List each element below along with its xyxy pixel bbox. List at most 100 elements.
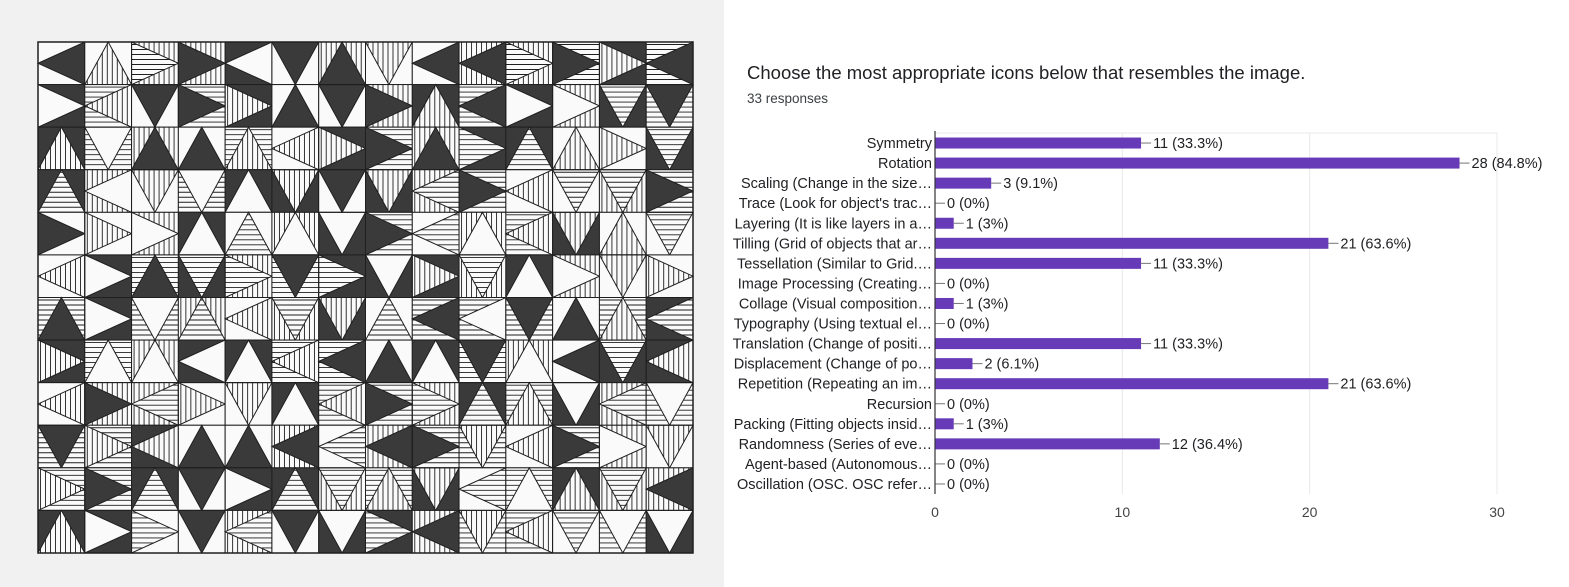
pattern-tile bbox=[365, 211, 414, 256]
pattern-tile bbox=[552, 424, 601, 469]
pattern-tile bbox=[317, 424, 367, 469]
pattern-tile bbox=[130, 126, 180, 171]
pattern-tile bbox=[364, 296, 414, 341]
pattern-tile bbox=[130, 339, 180, 384]
pattern-tile bbox=[457, 41, 507, 86]
category-label: Trace (Look for object's trac… bbox=[739, 196, 932, 212]
bar bbox=[935, 358, 973, 370]
pattern-tile bbox=[36, 41, 86, 86]
pattern-tile bbox=[645, 211, 694, 256]
pattern-tile bbox=[458, 381, 507, 426]
pattern-tile bbox=[505, 339, 554, 384]
category-label: Image Processing (Creating… bbox=[738, 276, 932, 292]
bar-row: Randomness (Series of eve… 12 (36.4%) bbox=[739, 437, 1243, 453]
pattern-tile bbox=[551, 126, 601, 171]
data-label: 0 (0%) bbox=[947, 276, 990, 292]
bar bbox=[935, 297, 954, 309]
category-label: Translation (Change of positi… bbox=[733, 337, 932, 353]
bar-row: Displacement (Change of po… 2 (6.1%) bbox=[734, 357, 1040, 373]
pattern-tile bbox=[551, 339, 600, 384]
pattern-tile bbox=[84, 381, 133, 427]
data-label: 0 (0%) bbox=[947, 196, 990, 212]
bar-row: Collage (Visual composition… 1 (3%) bbox=[739, 296, 1009, 312]
pattern-tile bbox=[411, 41, 460, 86]
pattern-tile bbox=[271, 211, 320, 256]
pattern-tile bbox=[223, 296, 273, 341]
data-label: 1 (3%) bbox=[966, 417, 1009, 433]
data-label: 11 (33.3%) bbox=[1153, 337, 1223, 353]
pattern-tile bbox=[458, 168, 508, 214]
category-label: Randomness (Series of eve… bbox=[739, 437, 932, 453]
pattern-tile bbox=[177, 126, 226, 171]
data-label: 0 (0%) bbox=[947, 397, 990, 413]
pattern-tile bbox=[317, 381, 367, 427]
x-tick-label: 20 bbox=[1302, 504, 1318, 520]
pattern-tile bbox=[83, 168, 133, 214]
pattern-tile bbox=[411, 339, 460, 384]
pattern-tile bbox=[552, 83, 601, 128]
pattern-tile bbox=[598, 339, 648, 384]
bar bbox=[935, 378, 1329, 390]
x-tick-label: 10 bbox=[1115, 504, 1131, 520]
pattern-tile bbox=[271, 83, 320, 128]
pattern-tile bbox=[504, 509, 554, 554]
category-label: Rotation bbox=[878, 156, 932, 172]
pattern-tile bbox=[645, 467, 694, 512]
pattern-tile bbox=[411, 211, 460, 256]
pattern-tile bbox=[37, 126, 86, 171]
pattern-tile bbox=[317, 211, 367, 256]
pattern-tile bbox=[130, 424, 179, 469]
pattern-tile bbox=[364, 169, 414, 214]
pattern-tile bbox=[130, 169, 180, 214]
category-label: Oscillation (OSC. OSC refer… bbox=[737, 477, 932, 493]
pattern-tile bbox=[224, 382, 273, 427]
pattern-tile bbox=[645, 41, 694, 86]
bar-row: Translation (Change of positi… 11 (33.3%) bbox=[733, 337, 1223, 353]
pattern-tile bbox=[505, 83, 554, 128]
x-tick-label: 0 bbox=[931, 504, 939, 520]
pattern-tile bbox=[271, 509, 320, 555]
pattern-tile bbox=[411, 424, 461, 469]
bar-row: Repetition (Repeating an im… 21 (63.6%) bbox=[738, 377, 1412, 393]
pattern-tile bbox=[317, 40, 367, 86]
pattern-tile bbox=[504, 211, 554, 256]
pattern-tile bbox=[37, 296, 86, 341]
bar-row: Recursion 0 (0%) bbox=[867, 397, 990, 413]
pattern-tile bbox=[411, 254, 461, 299]
pattern-tile bbox=[37, 211, 86, 256]
pattern-tile bbox=[36, 254, 86, 299]
bar bbox=[935, 137, 1142, 149]
category-label: Agent-based (Autonomous… bbox=[745, 457, 932, 473]
pattern-tile bbox=[551, 296, 601, 341]
category-label: Symmetry bbox=[867, 136, 933, 152]
data-label: 21 (63.6%) bbox=[1340, 377, 1411, 393]
pattern-tile bbox=[458, 424, 507, 469]
bar-row: Layering (It is like layers in a… 1 (3%) bbox=[735, 216, 1009, 232]
pattern-tile bbox=[131, 211, 180, 256]
pattern-tile bbox=[177, 339, 226, 384]
pattern-tile bbox=[364, 254, 414, 299]
pattern-tile bbox=[224, 83, 274, 128]
pattern-tile bbox=[84, 424, 133, 469]
pattern-tile bbox=[271, 41, 320, 86]
pattern-tile bbox=[177, 467, 226, 512]
pattern-tile bbox=[177, 254, 226, 299]
pattern-tile bbox=[551, 211, 601, 256]
bar bbox=[935, 217, 954, 229]
pattern-tile bbox=[411, 296, 460, 341]
pattern-tile bbox=[317, 509, 367, 555]
pattern-tile bbox=[504, 168, 554, 214]
data-label: 2 (6.1%) bbox=[984, 357, 1039, 373]
pattern-tile bbox=[504, 424, 554, 469]
category-label: Repetition (Repeating an im… bbox=[738, 377, 932, 393]
bar-row: Agent-based (Autonomous… 0 (0%) bbox=[745, 457, 990, 473]
pattern-tile bbox=[551, 169, 601, 214]
pattern-tile bbox=[177, 211, 226, 256]
geometric-pattern-artwork bbox=[36, 40, 695, 555]
category-label: Displacement (Change of po… bbox=[734, 357, 932, 373]
pattern-tile bbox=[131, 41, 180, 86]
pattern-tile bbox=[224, 254, 274, 299]
pattern-tile bbox=[84, 509, 133, 554]
pattern-tile bbox=[84, 211, 133, 256]
pattern-tile bbox=[130, 466, 180, 511]
